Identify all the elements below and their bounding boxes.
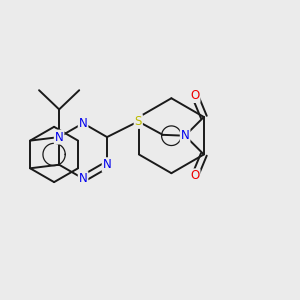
Text: N: N (79, 172, 88, 185)
Text: N: N (103, 158, 111, 171)
Text: O: O (190, 169, 200, 182)
Text: N: N (55, 130, 64, 144)
Text: O: O (190, 89, 200, 102)
Text: N: N (79, 117, 88, 130)
Text: N: N (181, 129, 190, 142)
Text: S: S (135, 115, 142, 128)
